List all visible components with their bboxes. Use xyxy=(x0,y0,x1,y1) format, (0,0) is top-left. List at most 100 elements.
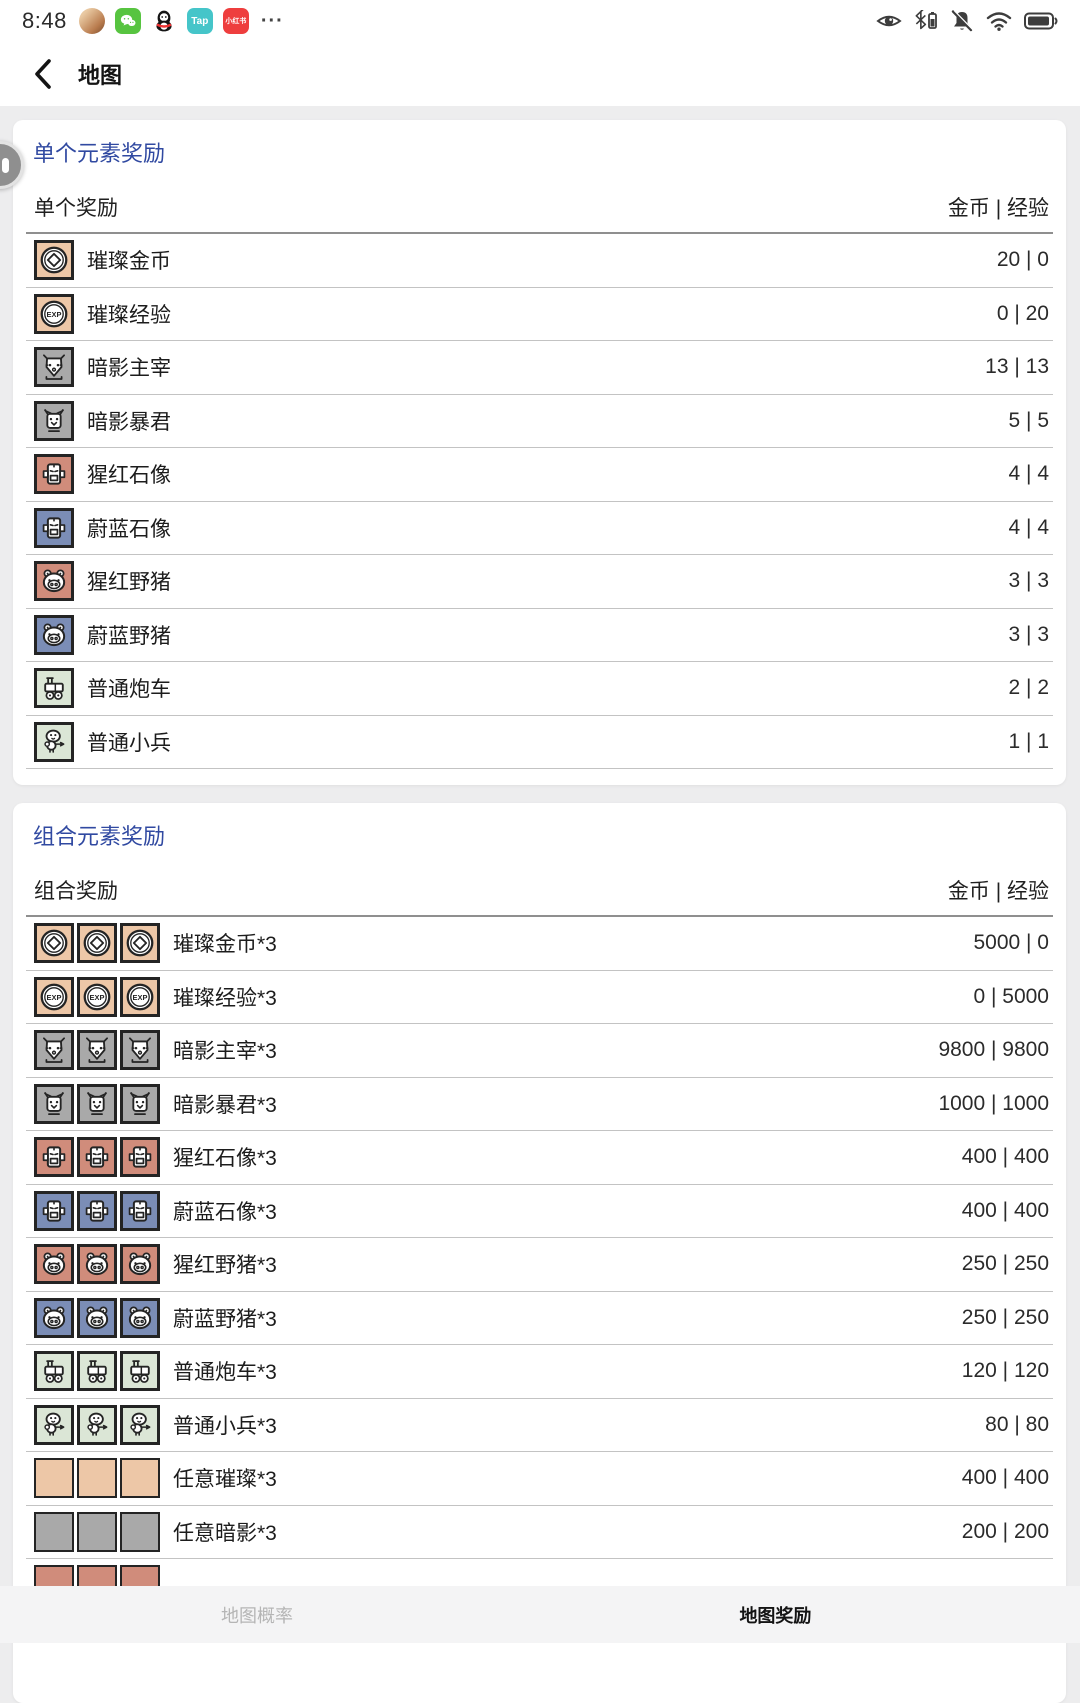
boar-icon xyxy=(34,1297,74,1338)
reward-tiles xyxy=(34,668,74,709)
reward-tiles xyxy=(34,1404,160,1445)
reward-tiles xyxy=(34,1083,160,1124)
reward-row: 璀璨金币 20 | 0 xyxy=(26,234,1053,288)
svg-text:EXP: EXP xyxy=(90,993,105,1002)
demon-tyrant-icon xyxy=(120,1083,160,1124)
single-element-rewards-card: 单个元素奖励 单个奖励 金币 | 经验 璀璨金币 20 | 0 EXP 璀璨经验 0 |… xyxy=(13,120,1066,785)
reward-value: 250 | 250 xyxy=(961,1305,1049,1329)
reward-tiles xyxy=(34,1137,160,1178)
boar-icon xyxy=(77,1297,117,1338)
reward-tiles xyxy=(34,1244,160,1285)
reward-value: 3 | 3 xyxy=(1008,569,1049,593)
reward-label: 蔚蓝石像 xyxy=(87,517,171,541)
statue-icon xyxy=(77,1190,117,1231)
boar-icon xyxy=(34,1244,74,1285)
reward-row: 蔚蓝野猪*3 250 | 250 xyxy=(26,1292,1053,1345)
reward-row: 璀璨金币*3 5000 | 0 xyxy=(26,917,1053,971)
battery-icon xyxy=(1024,12,1058,30)
back-button[interactable] xyxy=(26,57,60,91)
avatar-app-icon xyxy=(78,8,105,34)
svg-text:EXP: EXP xyxy=(47,993,62,1002)
reward-value: 4 | 4 xyxy=(1008,462,1049,486)
reward-label: 猩红野猪 xyxy=(87,571,171,595)
coin-icon xyxy=(120,923,160,964)
eye-icon xyxy=(876,11,902,31)
section-title: 组合元素奖励 xyxy=(33,824,166,849)
reward-row: 猩红石像*3 400 | 400 xyxy=(26,1131,1053,1185)
shadow-blank-tile xyxy=(34,1511,74,1552)
reward-row: EXP EXP EXP 璀璨经验*3 0 | 5000 xyxy=(26,971,1053,1024)
statue-icon xyxy=(120,1137,160,1178)
statue-icon xyxy=(120,1190,160,1231)
reward-value: 13 | 13 xyxy=(985,355,1049,379)
reward-value: 200 | 200 xyxy=(961,1519,1049,1543)
reward-value: 20 | 0 xyxy=(996,248,1049,272)
boar-icon xyxy=(120,1297,160,1338)
reward-value: 400 | 400 xyxy=(961,1466,1049,1490)
reward-tiles xyxy=(34,614,74,655)
reward-label: 暗影主宰*3 xyxy=(173,1040,277,1064)
tab-map-rewards[interactable]: 地图奖励 xyxy=(739,1605,812,1626)
page-header: 地图 xyxy=(0,42,1080,106)
floating-ball-glyph xyxy=(2,157,9,173)
radiant-blank-tile xyxy=(34,1458,74,1499)
reward-label: 暗影暴君 xyxy=(87,410,171,434)
reward-row: 普通小兵*3 80 | 80 xyxy=(26,1399,1053,1452)
reward-tiles xyxy=(34,1458,160,1499)
reward-label: 任意璀璨*3 xyxy=(173,1468,277,1492)
statue-icon xyxy=(34,1137,74,1178)
reward-row: 猩红石像 4 | 4 xyxy=(26,448,1053,502)
boar-icon xyxy=(34,614,74,655)
reward-label: 猩红石像*3 xyxy=(173,1147,277,1171)
reward-row: 猩红野猪 3 | 3 xyxy=(26,555,1053,609)
reward-label: 蔚蓝野猪*3 xyxy=(173,1307,277,1331)
reward-label: 猩红石像 xyxy=(87,464,171,488)
svg-text:EXP: EXP xyxy=(133,993,148,1002)
reward-row: 暗影暴君 5 | 5 xyxy=(26,395,1053,448)
svg-text:EXP: EXP xyxy=(47,310,62,319)
column-header-left: 组合奖励 xyxy=(34,880,118,903)
xiaohongshu-app-icon: 小红书 xyxy=(222,8,249,34)
cannon-icon xyxy=(34,1351,74,1392)
boar-icon xyxy=(34,561,74,602)
reward-row: 普通小兵 1 | 1 xyxy=(26,716,1053,769)
reward-label: 璀璨经验 xyxy=(87,303,171,327)
reward-tiles xyxy=(34,1190,160,1231)
reward-tiles xyxy=(34,1030,160,1071)
demon-tyrant-icon xyxy=(77,1083,117,1124)
exp-icon: EXP xyxy=(120,976,160,1017)
reward-value: 0 | 20 xyxy=(996,301,1049,325)
cannon-icon xyxy=(34,668,74,709)
more-notifications-icon: ··· xyxy=(260,9,284,32)
reward-label: 普通小兵*3 xyxy=(173,1414,277,1438)
notification-app-icons: Tap 小红书 ··· xyxy=(78,8,284,34)
combo-element-rewards-card: 组合元素奖励 组合奖励 金币 | 经验 璀璨金币*3 5000 | 0 EXP EXP… xyxy=(13,803,1066,1703)
shadow-blank-tile xyxy=(77,1511,117,1552)
wifi-icon xyxy=(986,11,1012,31)
reward-label: 猩红野猪*3 xyxy=(173,1254,277,1278)
qq-app-icon xyxy=(151,8,177,34)
statue-icon xyxy=(34,507,74,548)
demon-lord-icon xyxy=(34,347,74,388)
boar-icon xyxy=(77,1244,117,1285)
column-header-left: 单个奖励 xyxy=(34,197,118,220)
statue-icon xyxy=(34,1190,74,1231)
boar-icon xyxy=(120,1244,160,1285)
radiant-blank-tile xyxy=(77,1458,117,1499)
column-header-right: 金币 | 经验 xyxy=(947,880,1049,903)
chevron-left-icon xyxy=(35,59,51,89)
reward-tiles: EXP EXP EXP xyxy=(34,976,160,1017)
bluetooth-battery-icon xyxy=(914,10,938,32)
reward-row: 任意暗影*3 200 | 200 xyxy=(26,1506,1053,1559)
reward-tiles xyxy=(34,240,74,281)
reward-tiles xyxy=(34,721,74,762)
reward-value: 2 | 2 xyxy=(1008,676,1049,700)
reward-label: 普通炮车 xyxy=(87,678,171,702)
reward-tiles xyxy=(34,400,74,441)
reward-label: 璀璨金币*3 xyxy=(173,933,277,957)
reward-row: 暗影主宰*3 9800 | 9800 xyxy=(26,1024,1053,1078)
tab-map-probability[interactable]: 地图概率 xyxy=(221,1605,294,1626)
reward-tiles xyxy=(34,561,74,602)
reward-row: 蔚蓝石像*3 400 | 400 xyxy=(26,1185,1053,1238)
cannon-icon xyxy=(77,1351,117,1392)
